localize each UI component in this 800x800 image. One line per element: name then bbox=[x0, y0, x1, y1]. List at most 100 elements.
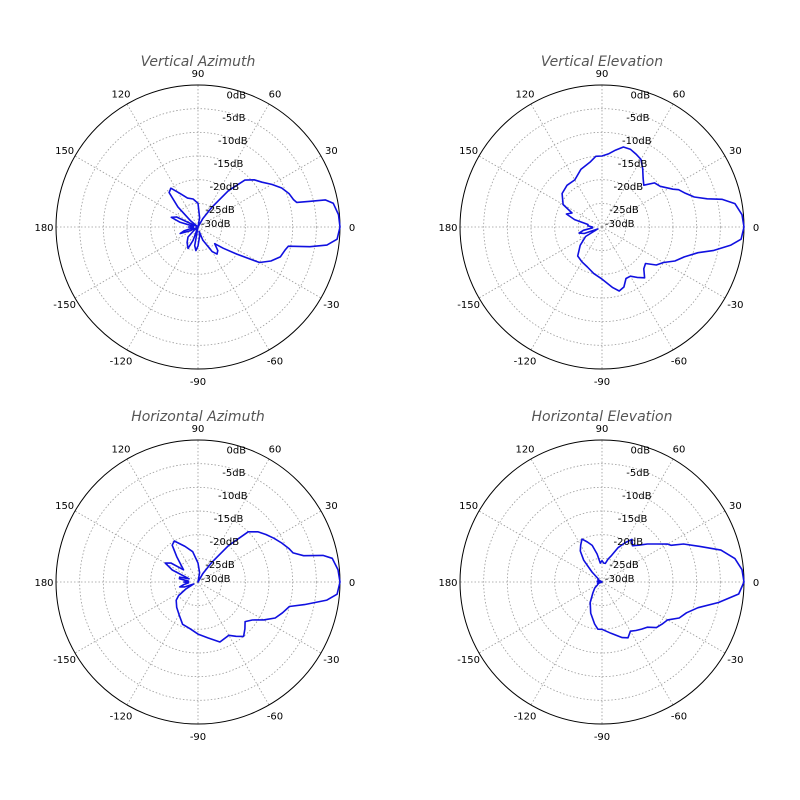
db-ring bbox=[102, 486, 294, 678]
spoke-line bbox=[126, 103, 199, 228]
angle-label: 150 bbox=[55, 501, 74, 512]
db-ring bbox=[79, 463, 317, 701]
spoke-line bbox=[126, 458, 199, 583]
angle-label: -150 bbox=[53, 655, 76, 666]
db-ring bbox=[483, 108, 721, 346]
angle-label: 0 bbox=[753, 223, 759, 234]
ring-label: -15dB bbox=[214, 159, 244, 170]
db-ring bbox=[150, 179, 246, 275]
angle-label: 180 bbox=[34, 223, 53, 234]
angle-label: 60 bbox=[673, 90, 686, 101]
spoke-line bbox=[197, 581, 322, 654]
ring-label: -20dB bbox=[210, 182, 240, 193]
ring-label: 0dB bbox=[631, 90, 651, 101]
chart-title: Horizontal Azimuth bbox=[131, 409, 265, 425]
angle-label: -90 bbox=[594, 377, 610, 388]
ring-label: -30dB bbox=[201, 574, 231, 585]
db-ring bbox=[506, 486, 698, 678]
db-ring bbox=[126, 155, 270, 299]
ring-label: -30dB bbox=[201, 219, 231, 230]
db-ring bbox=[102, 131, 294, 323]
pattern-curve bbox=[561, 146, 745, 292]
ring-label: -25dB bbox=[609, 205, 639, 216]
angle-label: 30 bbox=[325, 146, 338, 157]
ring-label: -25dB bbox=[205, 205, 235, 216]
angle-label: -120 bbox=[110, 711, 133, 722]
angle-label: 60 bbox=[673, 445, 686, 456]
polar-chart-3: 0dB -5dB -10dB -15dB -20dB -25dB -30dB 0 30 60 90 1… bbox=[438, 409, 759, 743]
spoke-line bbox=[197, 155, 322, 228]
angle-label: 150 bbox=[459, 501, 478, 512]
polar-chart-0: 0dB -5dB -10dB -15dB -20dB -25dB -30dB 0 30 60 90 1… bbox=[34, 54, 355, 388]
spoke-line bbox=[126, 226, 199, 351]
ring-label: -25dB bbox=[205, 560, 235, 571]
chart-title: Vertical Azimuth bbox=[141, 54, 256, 70]
spoke-line bbox=[126, 581, 199, 706]
spoke-line bbox=[601, 581, 726, 654]
ring-label: -20dB bbox=[614, 182, 644, 193]
angle-label: 0 bbox=[753, 578, 759, 589]
ring-label: -10dB bbox=[218, 136, 248, 147]
pattern-curve bbox=[164, 531, 341, 643]
ring-label: -15dB bbox=[618, 159, 648, 170]
ring-label: -25dB bbox=[609, 560, 639, 571]
angle-label: 150 bbox=[55, 146, 74, 157]
angle-label: 30 bbox=[729, 146, 742, 157]
angle-label: 180 bbox=[438, 223, 457, 234]
ring-label: -5dB bbox=[222, 113, 245, 124]
polar-chart-1: 0dB -5dB -10dB -15dB -20dB -25dB -30dB 0 30 60 90 1… bbox=[438, 54, 759, 388]
angle-label: 60 bbox=[269, 445, 282, 456]
ring-label: -5dB bbox=[626, 113, 649, 124]
ring-label: -30dB bbox=[605, 219, 635, 230]
ring-label: 0dB bbox=[227, 90, 247, 101]
db-ring bbox=[506, 131, 698, 323]
angle-label: 0 bbox=[349, 578, 355, 589]
db-ring bbox=[530, 155, 674, 299]
angle-label: -90 bbox=[190, 732, 206, 743]
db-ring bbox=[173, 202, 223, 252]
db-ring bbox=[483, 463, 721, 701]
chart-title: Horizontal Elevation bbox=[532, 409, 673, 425]
angle-label: -30 bbox=[727, 300, 743, 311]
angle-label: -120 bbox=[514, 356, 537, 367]
angle-label: 90 bbox=[596, 69, 609, 80]
angle-label: 150 bbox=[459, 146, 478, 157]
spoke-line bbox=[601, 510, 726, 583]
db-ring bbox=[173, 557, 223, 607]
spoke-line bbox=[530, 226, 603, 351]
angle-label: -60 bbox=[671, 356, 687, 367]
ring-label: 0dB bbox=[227, 445, 247, 456]
angle-label: -150 bbox=[457, 655, 480, 666]
angle-label: -120 bbox=[110, 356, 133, 367]
spoke-line bbox=[530, 581, 603, 706]
ring-label: -15dB bbox=[618, 514, 648, 525]
angle-label: 120 bbox=[515, 445, 534, 456]
pattern-curve bbox=[579, 538, 745, 639]
pattern-curve bbox=[168, 179, 341, 264]
polar-chart-2: 0dB -5dB -10dB -15dB -20dB -25dB -30dB 0 30 60 90 1… bbox=[34, 409, 355, 743]
spoke-line bbox=[530, 458, 603, 583]
chart-title: Vertical Elevation bbox=[541, 54, 663, 70]
ring-label: 0dB bbox=[631, 445, 651, 456]
angle-label: -30 bbox=[727, 655, 743, 666]
db-ring bbox=[530, 510, 674, 654]
ring-label: -30dB bbox=[605, 574, 635, 585]
angle-label: -30 bbox=[323, 300, 339, 311]
angle-label: 180 bbox=[34, 578, 53, 589]
angle-label: 0 bbox=[349, 223, 355, 234]
ring-label: -5dB bbox=[626, 468, 649, 479]
db-ring bbox=[577, 202, 627, 252]
ring-label: -10dB bbox=[218, 491, 248, 502]
angle-label: -60 bbox=[267, 711, 283, 722]
db-ring bbox=[79, 108, 317, 346]
angle-label: 120 bbox=[111, 445, 130, 456]
db-ring bbox=[554, 179, 650, 275]
spoke-line bbox=[197, 510, 322, 583]
angle-label: -150 bbox=[53, 300, 76, 311]
angle-label: -90 bbox=[594, 732, 610, 743]
ring-label: -10dB bbox=[622, 136, 652, 147]
angle-label: 90 bbox=[596, 424, 609, 435]
ring-label: -20dB bbox=[614, 537, 644, 548]
angle-label: 30 bbox=[325, 501, 338, 512]
angle-label: 90 bbox=[192, 424, 205, 435]
